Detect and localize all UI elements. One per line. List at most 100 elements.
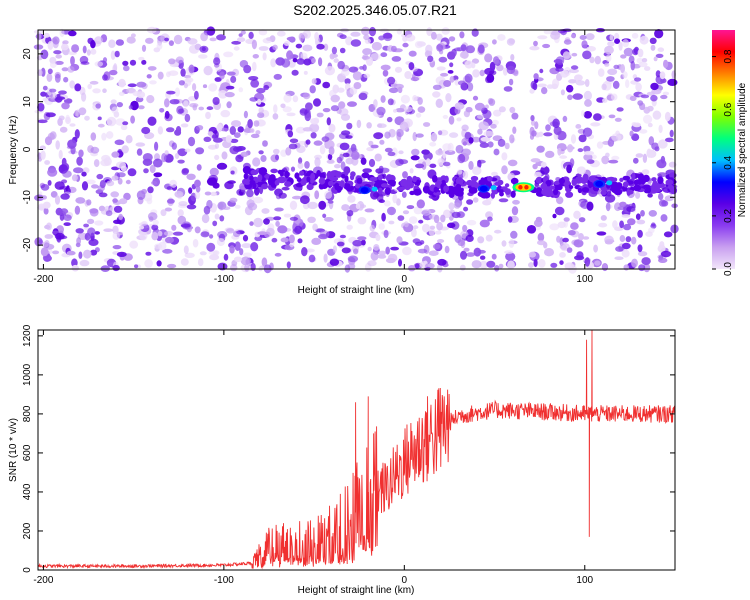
heatmap-cell xyxy=(217,262,228,271)
heatmap-cell xyxy=(625,79,630,89)
heatmap-cell xyxy=(194,179,201,188)
heatmap-cell xyxy=(590,122,601,127)
heatmap-cell xyxy=(146,74,152,79)
heatmap-cell xyxy=(528,262,534,268)
heatmap-cell xyxy=(453,202,461,209)
heatmap-cell xyxy=(347,255,359,263)
heatmap-cell xyxy=(47,168,58,177)
heatmap-cell xyxy=(214,213,220,220)
heatmap-cell xyxy=(198,106,204,111)
heatmap-cell xyxy=(429,142,437,147)
heatmap-cell xyxy=(258,107,264,114)
heatmap-cell xyxy=(477,236,485,244)
heatmap-cell xyxy=(241,243,252,249)
heatmap-cell xyxy=(462,141,467,146)
heatmap-cell xyxy=(327,159,334,163)
heatmap-cell xyxy=(223,51,234,58)
heatmap-cell xyxy=(493,56,500,65)
heatmap-cell xyxy=(136,81,147,88)
heatmap-cell xyxy=(464,131,472,140)
heatmap-cell xyxy=(252,196,264,204)
heatmap-cell xyxy=(81,92,87,102)
heatmap-cell xyxy=(74,129,80,139)
heatmap-cell xyxy=(400,178,408,187)
heatmap-cell xyxy=(383,229,389,239)
heatmap-cell xyxy=(497,179,504,186)
heatmap-cell xyxy=(177,159,185,164)
heatmap-cell xyxy=(326,170,332,179)
heatmap-cell xyxy=(406,205,415,210)
colorbar-tick-label: 0.4 xyxy=(723,155,734,169)
heatmap-cell xyxy=(220,127,229,132)
heatmap-cell xyxy=(601,155,610,165)
heatmap-y-tick-label: -10 xyxy=(22,190,33,205)
heatmap-cell xyxy=(199,45,209,53)
heatmap-cell xyxy=(222,206,231,210)
heatmap-cell xyxy=(428,250,439,256)
heatmap-cell xyxy=(164,207,173,212)
heatmap-cell xyxy=(541,87,548,95)
heatmap-cell xyxy=(596,231,607,236)
heatmap-cell xyxy=(580,110,585,117)
heatmap-cell xyxy=(480,177,485,183)
heatmap-cell xyxy=(504,250,514,255)
heatmap-cell xyxy=(654,29,664,39)
heatmap-cell xyxy=(579,35,587,40)
heatmap-cell xyxy=(369,176,378,182)
heatmap-cell xyxy=(71,44,80,53)
heatmap-cell xyxy=(54,60,64,65)
heatmap-cell xyxy=(340,161,346,171)
heatmap-cell xyxy=(441,27,450,35)
heatmap-cell xyxy=(330,94,340,103)
heatmap-cell xyxy=(232,230,241,238)
heatmap-cell xyxy=(581,40,588,49)
heatmap-cell xyxy=(342,152,350,158)
heatmap-cell xyxy=(138,56,145,61)
heatmap-cell xyxy=(46,73,53,82)
heatmap-cell xyxy=(537,83,547,88)
heatmap-cell xyxy=(301,247,308,257)
heatmap-cell xyxy=(413,225,419,230)
heatmap-cell xyxy=(593,244,598,253)
heatmap-cell xyxy=(332,245,337,253)
heatmap-cell xyxy=(611,181,619,186)
heatmap-cell xyxy=(577,187,583,194)
heatmap-cell xyxy=(463,247,470,252)
heatmap-cell xyxy=(447,51,456,60)
heatmap-cell xyxy=(86,49,91,56)
heatmap-cell xyxy=(463,110,470,118)
heatmap-hotspot xyxy=(515,183,532,191)
heatmap-cell xyxy=(651,88,662,95)
heatmap-cell xyxy=(380,52,388,58)
heatmap-cell xyxy=(649,37,657,44)
heatmap-cell xyxy=(638,264,646,272)
heatmap-cell xyxy=(290,166,296,172)
heatmap-cell xyxy=(289,200,298,210)
heatmap-cell xyxy=(278,192,287,199)
heatmap-cell xyxy=(63,214,72,221)
heatmap-cell xyxy=(277,176,287,184)
heatmap-cell xyxy=(339,153,344,162)
heatmap-cell xyxy=(466,199,474,205)
heatmap-cell xyxy=(261,257,268,267)
heatmap-cell xyxy=(248,31,254,39)
heatmap-cell xyxy=(544,248,554,257)
heatmap-cell xyxy=(216,238,225,247)
heatmap-cell xyxy=(248,76,259,81)
heatmap-cell xyxy=(480,191,489,199)
heatmap-cell xyxy=(388,87,399,94)
heatmap-cell xyxy=(506,65,516,75)
heatmap-cell xyxy=(447,222,456,229)
heatmap-cell xyxy=(87,218,95,225)
heatmap-cell xyxy=(351,150,360,160)
heatmap-cell xyxy=(99,180,106,189)
heatmap-cell xyxy=(582,50,592,60)
heatmap-hotspot xyxy=(595,180,604,187)
heatmap-cell xyxy=(233,256,243,263)
heatmap-cell xyxy=(47,180,52,186)
heatmap-cell xyxy=(261,183,269,190)
heatmap-cell xyxy=(657,47,665,52)
heatmap-cell xyxy=(91,184,99,189)
heatmap-cell xyxy=(49,131,57,140)
heatmap-cell xyxy=(660,94,668,100)
